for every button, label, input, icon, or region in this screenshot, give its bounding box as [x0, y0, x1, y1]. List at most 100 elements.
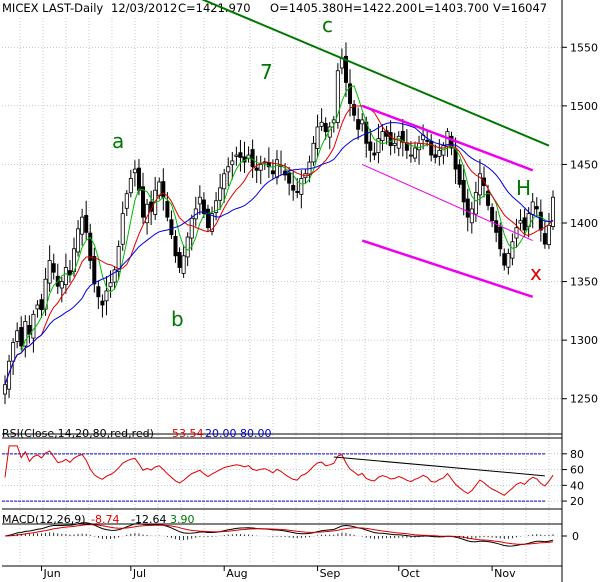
price-bar-body	[35, 304, 40, 310]
price-bar-body	[486, 190, 491, 206]
price-bar-body	[185, 236, 190, 258]
price-bar-body	[494, 220, 499, 233]
annotation-h: H	[516, 176, 531, 200]
price-bar-body	[522, 217, 527, 231]
price-bar-body	[136, 167, 141, 191]
price-tick-label: 1350	[570, 276, 598, 289]
price-bar-body	[51, 263, 56, 273]
price-bar-body	[287, 172, 292, 184]
moving-averages	[4, 85, 554, 385]
annotation-x: x	[530, 261, 542, 285]
price-bar-body	[67, 270, 72, 275]
rsi-tick-label: 60	[570, 464, 584, 477]
price-bar-body	[425, 139, 430, 142]
price-bar-body	[323, 122, 328, 133]
price-bar-body	[254, 167, 259, 171]
rsi-line	[4, 445, 554, 496]
price-bar-body	[23, 320, 28, 347]
price-bar-body	[173, 236, 178, 257]
price-bar-body	[59, 281, 64, 289]
price-bar-body	[7, 360, 12, 390]
price-bar-body	[181, 255, 186, 274]
price-bar-body	[84, 215, 89, 233]
price-bar-body	[534, 206, 539, 210]
price-bar-body	[546, 224, 551, 246]
price-bar-body	[250, 149, 255, 168]
price-bar-body	[214, 200, 219, 213]
price-bar-body	[510, 241, 515, 259]
price-bar-body	[551, 196, 556, 227]
price-bar-body	[453, 148, 458, 170]
price-bar-body	[76, 228, 81, 253]
price-tick-label: 1300	[570, 334, 598, 347]
annotation-seven: 7	[260, 60, 273, 84]
price-bar-body	[538, 211, 543, 231]
price-bar-body	[31, 313, 36, 339]
month-label: Jul	[132, 567, 146, 580]
rsi-upper-value: 80.00	[240, 427, 272, 440]
price-bar-body	[429, 140, 434, 156]
price-bar-body	[274, 159, 279, 178]
price-bar-body	[80, 216, 85, 235]
price-bar-body	[388, 132, 393, 147]
price-bar-body	[47, 260, 52, 284]
price-tick-label: 1250	[570, 393, 598, 406]
price-bar-body	[124, 193, 129, 209]
price-bar-body	[92, 256, 97, 285]
price-bar-body	[498, 226, 503, 250]
price-bar-body	[530, 201, 535, 215]
price-tick-label: 1550	[570, 41, 598, 54]
price-bar-body	[502, 253, 507, 266]
price-bar-body	[205, 208, 210, 229]
annotation-c: c	[322, 13, 333, 37]
rsi-lower-value: 20.00	[205, 427, 237, 440]
rsi-tick-label: 40	[570, 479, 584, 492]
price-bar-body	[291, 185, 296, 191]
price-bar-body	[473, 192, 478, 215]
price-bar-body	[197, 196, 202, 205]
month-label: Nov	[494, 567, 516, 580]
ma-slow-line	[4, 122, 554, 385]
macd-line	[4, 522, 554, 547]
chart-title-close: C=1421.970	[178, 1, 251, 15]
price-bar-body	[201, 199, 206, 215]
price-bar-body	[19, 327, 24, 347]
price-bar-body	[157, 181, 162, 197]
price-bar-body	[116, 246, 121, 272]
price-bar-body	[343, 55, 348, 83]
chart-title-low: L=1403.700	[418, 1, 489, 15]
price-bar-body	[100, 300, 105, 306]
annotation-a: a	[112, 129, 124, 153]
price-bar-body	[39, 299, 44, 311]
price-bar-body	[63, 267, 68, 286]
macd-pane	[4, 522, 554, 547]
price-bar-body	[417, 142, 422, 151]
price-bar-body	[408, 154, 413, 157]
macd-tick-label: 0	[572, 530, 579, 543]
trendline-seven	[201, 0, 550, 147]
price-bar-body	[299, 178, 304, 195]
price-bar-body	[392, 142, 397, 146]
chart-title-date: 12/03/2012	[111, 1, 177, 15]
ma-mid-line	[4, 105, 554, 385]
price-bar-body	[412, 147, 417, 159]
price-bar-body	[352, 104, 357, 116]
price-bar-body	[433, 154, 438, 158]
price-bar-body	[210, 213, 215, 232]
month-label: Oct	[401, 567, 421, 580]
month-label: Jun	[43, 567, 61, 580]
macd-hist-value: 3.90	[170, 513, 195, 526]
rsi-label: RSI(Close,14,20,80,red,red)	[2, 427, 154, 440]
month-label: Sep	[320, 567, 341, 580]
price-bar-body	[457, 164, 462, 185]
price-bar-body	[449, 135, 454, 149]
chart-title-symbol: MICEX LAST-Daily	[2, 1, 103, 15]
price-bar-body	[132, 168, 137, 174]
price-bar-body	[311, 142, 316, 163]
price-bar-body	[490, 207, 495, 222]
price-bar-body	[128, 178, 133, 194]
price-bar-body	[461, 179, 466, 203]
price-bar-body	[218, 187, 223, 201]
price-bar-body	[380, 131, 385, 142]
